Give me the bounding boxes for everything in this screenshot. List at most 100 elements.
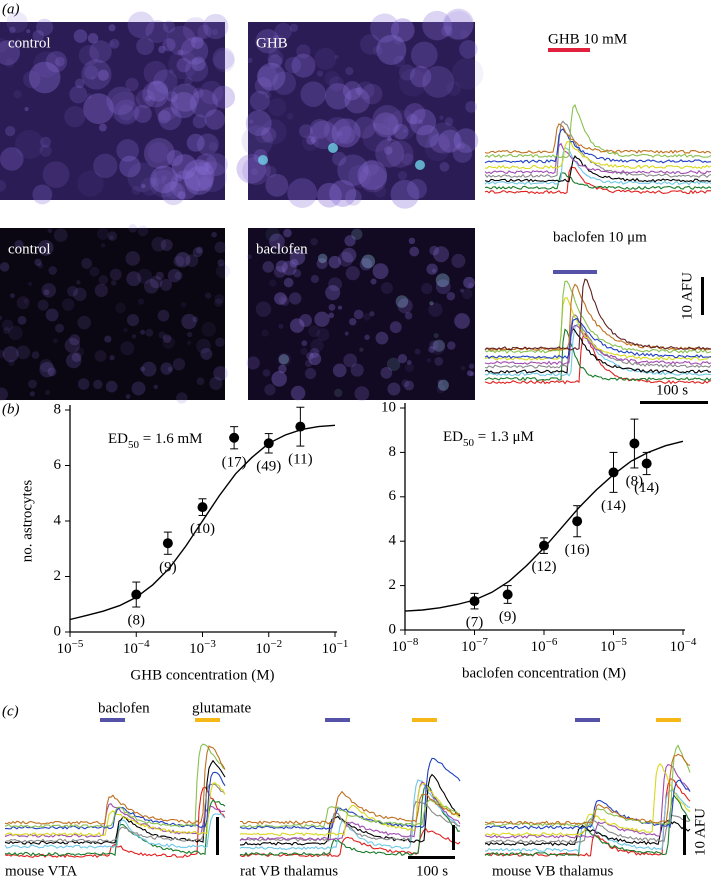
cell-blob [109, 91, 142, 124]
cell-blob [200, 347, 213, 360]
cell-blob [150, 165, 178, 194]
point [572, 516, 583, 527]
cell-blob [393, 123, 409, 140]
cell-blob [131, 185, 141, 196]
cell-blob [422, 10, 452, 41]
cell-blob [370, 278, 377, 285]
cell-blob [23, 70, 41, 89]
cell-blob [286, 112, 294, 120]
cell-blob [461, 288, 473, 300]
region-label: mouse VB thalamus [492, 863, 614, 879]
cell-blob [265, 92, 272, 99]
cell-blob [436, 384, 446, 394]
cell-blob [116, 139, 139, 162]
point-label: (16) [565, 542, 590, 558]
cell-blob [337, 305, 343, 310]
y-tick-label: 0 [54, 623, 62, 639]
cell-blob [162, 20, 176, 33]
cell-blob [93, 379, 103, 390]
cell-blob [32, 184, 53, 205]
cell-blob [421, 282, 433, 295]
trace [4, 786, 226, 859]
cell-blob [131, 334, 137, 339]
point [539, 540, 549, 551]
cell-blob [338, 251, 354, 267]
scale-bar [683, 815, 686, 855]
cell-blob [283, 277, 294, 288]
scale-label: 100 s [416, 863, 448, 879]
cell-blob [389, 321, 402, 334]
cell-blob [382, 114, 400, 132]
cell-blob [386, 136, 392, 142]
cell-blob [186, 133, 205, 152]
cell-blob [47, 228, 53, 234]
cell-blob [362, 159, 380, 176]
stimulus-bar [195, 718, 220, 722]
x-tick-label: 10−2 [255, 638, 282, 658]
cell-blob [177, 49, 184, 56]
cell-blob [31, 351, 40, 359]
cell-blob [65, 352, 82, 369]
cell-blob [197, 176, 213, 191]
cell-blob [406, 360, 412, 365]
stimulus-bar [656, 718, 681, 722]
cell-blob [435, 273, 450, 288]
cell-blob [404, 103, 426, 125]
cell-blob [84, 65, 99, 80]
cell-blob [337, 154, 369, 186]
cell-blob [446, 291, 456, 301]
cell-blob [149, 275, 163, 289]
trace [484, 819, 691, 847]
cell-blob [314, 311, 330, 327]
cell-blob [255, 301, 272, 317]
cell-blob [140, 329, 146, 335]
cell-blob [437, 379, 443, 385]
cell-blob [0, 40, 21, 66]
trace [484, 280, 711, 354]
stimulus-label: baclofen [98, 700, 150, 716]
cell-blob [0, 315, 3, 321]
cell-blob [372, 263, 389, 280]
cell-blob [90, 75, 96, 81]
cell-blob [398, 64, 416, 81]
cell-blob [353, 116, 376, 139]
x-tick-label: 10−5 [600, 636, 627, 656]
cell-blob [69, 85, 88, 104]
cell-blob [33, 51, 60, 78]
cell-blob [158, 107, 182, 131]
cell-blob [439, 115, 444, 120]
cell-blob [160, 238, 173, 252]
cell-blob [205, 153, 228, 176]
cell-blob [290, 385, 306, 401]
cell-blob [261, 127, 277, 143]
cell-blob [162, 38, 176, 52]
cell-blob [345, 66, 354, 76]
cell-blob [257, 62, 286, 91]
cell-blob [16, 296, 30, 310]
cell-blob [87, 32, 99, 44]
cell-blob [300, 347, 308, 356]
cell-blob [209, 376, 223, 391]
stimulus-bar [412, 718, 437, 722]
cell-blob [435, 279, 451, 295]
cell-blob [77, 170, 104, 197]
cell-blob [402, 128, 408, 133]
trace [4, 803, 226, 838]
cell-blob [10, 293, 15, 298]
y-tick-label: 2 [54, 568, 62, 584]
cell-blob [375, 331, 389, 345]
cell-blob [467, 282, 474, 289]
cell-blob [184, 58, 209, 82]
scale-label: 10 AFU [679, 272, 695, 320]
panel-label: (c) [2, 703, 19, 719]
cell-blob [161, 175, 167, 182]
cell-blob [310, 136, 318, 143]
cell-blob [284, 56, 302, 74]
y-tick-label: 6 [54, 457, 62, 473]
cell-blob [261, 329, 269, 337]
cell-blob [241, 125, 273, 157]
y-axis-title: no. astrocytes [19, 480, 35, 563]
cell-blob [53, 228, 68, 243]
cell-blob [343, 353, 358, 368]
point-label: (14) [634, 480, 659, 496]
